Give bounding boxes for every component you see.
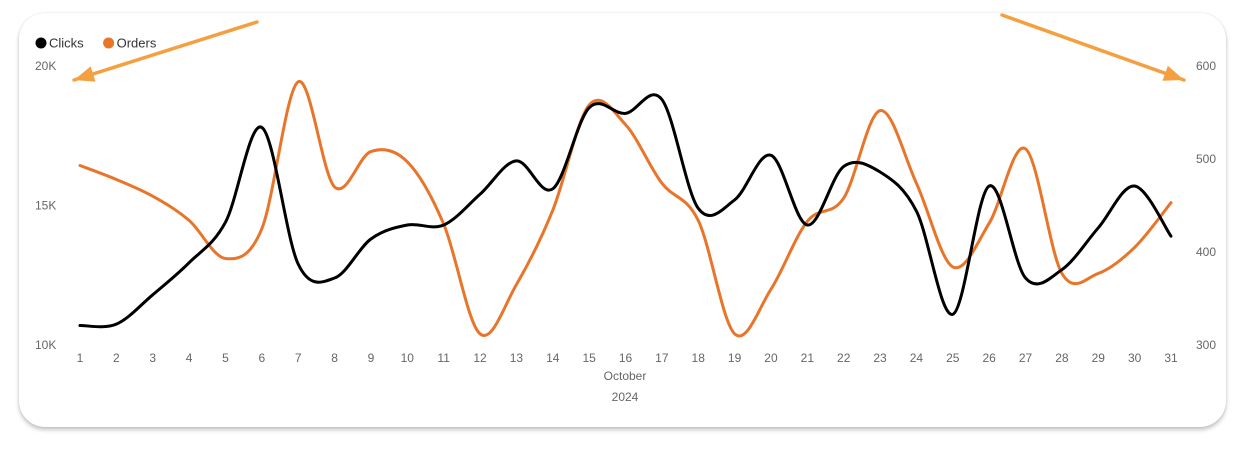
- legend-marker-orders: [103, 37, 115, 49]
- legend-label-clicks: Clicks: [49, 36, 84, 51]
- legend-label-orders: Orders: [117, 36, 157, 51]
- x-tick-label: 30: [1128, 351, 1142, 365]
- x-tick-label: 19: [728, 351, 742, 365]
- x-tick-label: 28: [1055, 351, 1069, 365]
- series-line-clicks: [78, 93, 1173, 329]
- x-tick-label: 8: [331, 351, 338, 365]
- x-tick-label: 21: [801, 351, 815, 365]
- x-tick-label: 20: [764, 351, 778, 365]
- y-right-tick-label: 300: [1196, 338, 1216, 352]
- chart-card: 10K 15K 20K 300 400 500 600 1 2 3 4 5 6 7 8 9 10 11 12 13 14…: [19, 13, 1226, 427]
- x-tick-label: 7: [295, 351, 302, 365]
- series-line-orders: [78, 80, 1173, 338]
- x-tick-label: 14: [546, 351, 560, 365]
- y-left-tick-label: 15K: [35, 199, 56, 213]
- legend-marker-clicks: [35, 37, 47, 49]
- x-tick-label: 2: [113, 351, 120, 365]
- x-tick-label: 25: [946, 351, 960, 365]
- x-tick-label: 23: [873, 351, 887, 365]
- x-tick-label: 6: [258, 351, 265, 365]
- x-axis-subtitle: 2024: [612, 390, 639, 404]
- y-right-tick-label: 400: [1196, 245, 1216, 259]
- x-tick-label: 15: [582, 351, 596, 365]
- x-tick-label: 26: [982, 351, 996, 365]
- y-right-tick-label: 500: [1196, 152, 1216, 166]
- x-tick-label: 13: [510, 351, 524, 365]
- x-tick-label: 5: [222, 351, 229, 365]
- annotation-arrow-left: [72, 20, 259, 82]
- x-tick-label: 22: [837, 351, 851, 365]
- annotation-arrow-right: [1000, 13, 1186, 82]
- x-tick-label: 11: [437, 351, 450, 365]
- x-tick-label: 10: [401, 351, 415, 365]
- y-left-tick-label: 10K: [35, 338, 56, 352]
- x-tick-label: 9: [368, 351, 375, 365]
- x-tick-label: 4: [186, 351, 193, 365]
- x-tick-label: 31: [1164, 351, 1178, 365]
- annotation-arrow-left-head: [74, 66, 96, 82]
- annotation-arrow-right-head: [1162, 65, 1184, 81]
- y-right-tick-label: 600: [1196, 59, 1216, 73]
- y-left-tick-label: 20K: [35, 59, 56, 73]
- x-tick-label: 12: [473, 351, 487, 365]
- x-tick-label: 18: [692, 351, 706, 365]
- x-tick-label: 24: [910, 351, 924, 365]
- x-tick-label: 16: [619, 351, 633, 365]
- x-tick-label: 1: [77, 351, 84, 365]
- x-tick-label: 29: [1092, 351, 1106, 365]
- x-tick-label: 17: [655, 351, 669, 365]
- x-tick-label: 27: [1019, 351, 1033, 365]
- x-axis-title: October: [604, 369, 647, 383]
- x-tick-label: 3: [149, 351, 156, 365]
